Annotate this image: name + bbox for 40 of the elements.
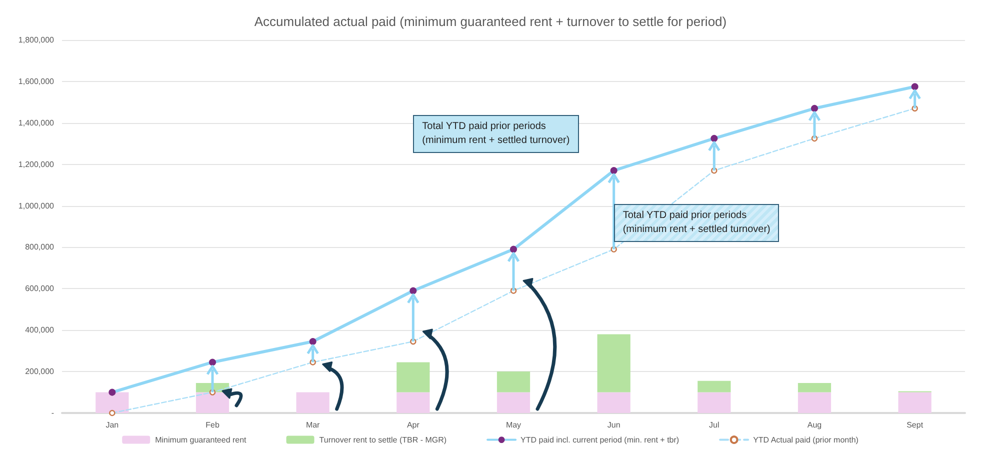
y-tick-label: 1,400,000 [18,118,55,128]
x-tick-label: Jul [709,420,720,430]
legend-label: Turnover rent to settle (TBR - MGR) [319,435,447,444]
x-tick-label: Aug [807,420,822,430]
bar [798,392,832,413]
bar [196,392,230,413]
bar [96,392,129,413]
bar [296,392,330,413]
y-tick-label: 1,200,000 [18,160,55,169]
x-tick-label: Sept [906,420,924,430]
legend-label: YTD Actual paid (prior month) [753,435,859,444]
bar [496,392,530,413]
y-tick-label: 800,000 [25,242,55,252]
y-tick-label: - [51,408,54,418]
bar [798,382,832,392]
x-tick-label: Jun [607,420,620,430]
annotation: Total YTD paid prior periods (minimum rent + settled turnover) [614,204,780,242]
bar [597,334,630,392]
y-tick-label: 1,000,000 [18,201,55,210]
bar [698,392,731,413]
x-tick-label: Feb [206,420,220,430]
x-tick-label: Mar [306,420,320,430]
y-tick-label: 200,000 [25,367,55,376]
x-tick-label: Jan [106,420,119,430]
legend-label: Minimum guaranteed rent [155,435,248,444]
bar [496,372,530,392]
y-tick-label: 1,800,000 [18,36,55,44]
y-tick-label: 1,600,000 [18,76,55,86]
legend-label: YTD paid incl. current period (min. rent + tbr) [520,435,680,444]
y-tick-label: 600,000 [25,284,55,294]
chart-title: Accumulated actual paid (minimum guaranteed rent + turnover to settle for period) [254,14,727,29]
annotation: Total YTD paid prior periods (minimum rent + settled turnover) [413,114,579,153]
bar [396,362,430,392]
bar [898,392,932,413]
bar [396,392,430,413]
x-tick-label: Apr [406,420,420,430]
x-tick-label: May [506,420,522,430]
bar [698,380,731,392]
y-tick-label: 400,000 [25,326,55,335]
bar [597,392,630,413]
